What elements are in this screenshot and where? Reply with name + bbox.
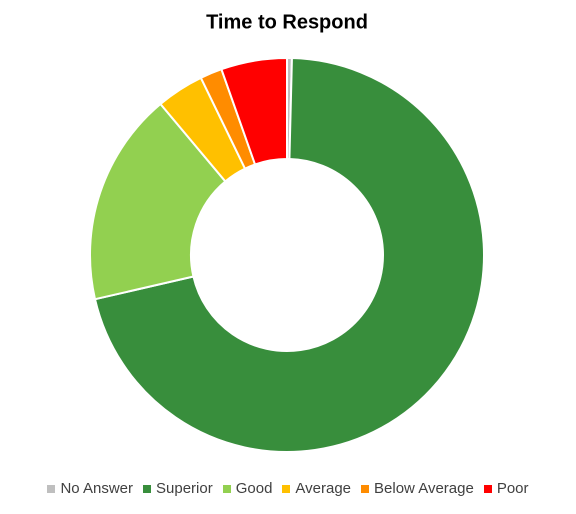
legend-swatch	[483, 484, 492, 493]
slice	[220, 56, 288, 166]
legend-label: Average	[295, 480, 352, 497]
legend-label: Poor	[496, 480, 529, 497]
legend-label: Superior	[156, 480, 213, 497]
legend-item: Good	[222, 480, 273, 497]
legend-swatch	[361, 484, 370, 493]
legend-label: Good	[235, 480, 273, 497]
legend-item: Poor	[483, 480, 529, 497]
legend-swatch	[222, 484, 231, 493]
chart-title: Time to Respond	[206, 11, 368, 33]
slice	[93, 57, 485, 453]
chart: Time to Respond	[89, 11, 485, 453]
legend-swatch	[47, 484, 56, 493]
legend-swatch	[143, 484, 152, 493]
legend: No Answer Superior Good Average Below Averag…	[0, 480, 576, 497]
legend-label: No Answer	[60, 480, 134, 497]
slice	[89, 102, 227, 301]
legend-item: No Answer	[47, 480, 133, 497]
legend-item: Below Average	[361, 480, 474, 497]
legend-swatch	[282, 484, 291, 493]
legend-item: Superior	[143, 480, 213, 497]
legend-item: Average	[282, 480, 351, 497]
legend-label: Below Average	[374, 480, 474, 497]
